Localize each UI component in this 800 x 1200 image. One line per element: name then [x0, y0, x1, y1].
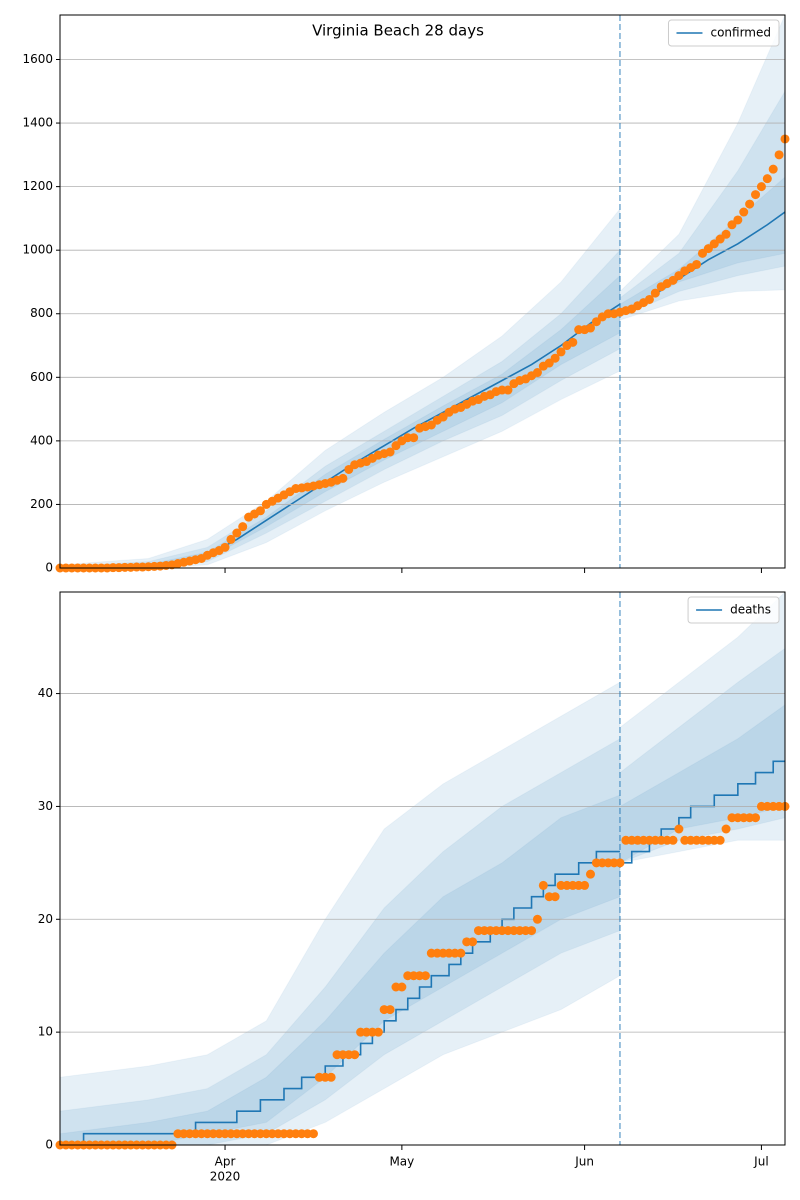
observed-point — [674, 824, 684, 834]
observed-point — [721, 824, 731, 834]
y-tick-label: 600 — [30, 370, 53, 384]
observed-point — [751, 813, 761, 823]
y-tick-label: 20 — [38, 912, 53, 926]
x-tick-label: May — [389, 1155, 414, 1169]
legend: deaths — [687, 596, 780, 624]
y-tick-label: 1400 — [22, 116, 53, 130]
observed-point — [308, 1129, 318, 1139]
observed-point — [751, 190, 761, 200]
model-line — [60, 760, 785, 1145]
forecast-band — [60, 15, 785, 568]
observed-point — [715, 835, 725, 845]
observed-point — [650, 288, 660, 298]
observed-point — [580, 880, 590, 890]
observed-point — [350, 1050, 360, 1060]
observed-point — [238, 522, 248, 532]
observed-point — [373, 1027, 383, 1037]
observed-point — [532, 368, 542, 378]
observed-point — [550, 892, 560, 902]
x-tick-label: Jul — [753, 1155, 768, 1169]
observed-point — [456, 948, 466, 958]
y-tick-label: 800 — [30, 306, 53, 320]
legend-box — [687, 596, 780, 624]
observed-point — [226, 534, 236, 544]
observed-point — [615, 858, 625, 868]
chart-title: Virginia Beach 28 days — [312, 22, 484, 40]
observed-point — [762, 174, 772, 184]
observed-point — [644, 294, 654, 304]
observed-point — [721, 229, 731, 239]
forecast-band — [60, 176, 785, 568]
observed-point — [568, 337, 578, 347]
observed-point — [338, 473, 348, 483]
plot-area — [60, 592, 785, 1145]
y-tick-label: 400 — [30, 433, 53, 447]
observed-point — [739, 207, 749, 217]
observed-point — [409, 433, 419, 443]
observed-point — [326, 1072, 336, 1082]
observed-point — [585, 323, 595, 333]
forecast-band — [60, 704, 785, 1145]
legend-label: deaths — [730, 603, 771, 617]
observed-point — [385, 447, 395, 457]
observed-point — [733, 215, 743, 225]
axes-frame — [59, 14, 786, 569]
observed-point — [255, 506, 265, 516]
forecast-band — [60, 647, 785, 1145]
legend-box — [667, 19, 780, 47]
observed-point — [768, 164, 778, 174]
observed-point — [556, 347, 566, 357]
observed-point — [585, 869, 595, 879]
y-tick-label: 1600 — [22, 52, 53, 66]
x-tick-label: Jun — [574, 1155, 594, 1169]
observed-point — [668, 835, 678, 845]
y-tick-label: 40 — [38, 686, 53, 700]
legend-label: confirmed — [710, 26, 771, 40]
y-tick-label: 200 — [30, 497, 53, 511]
observed-point — [468, 937, 478, 947]
observed-point — [527, 926, 537, 936]
legend: confirmed — [667, 19, 780, 47]
x-year-label: 2020 — [210, 1170, 241, 1184]
observed-point — [503, 385, 513, 395]
observed-point — [692, 259, 702, 269]
axes-frame — [59, 591, 786, 1146]
y-tick-label: 0 — [45, 561, 53, 575]
x-tick-label: Apr — [215, 1155, 236, 1169]
observed-point — [420, 971, 430, 981]
y-tick-label: 10 — [38, 1025, 53, 1039]
observed-point — [532, 914, 542, 924]
observed-point — [397, 982, 407, 992]
y-tick-label: 1200 — [22, 179, 53, 193]
plot-area — [60, 15, 785, 568]
forecast-band — [60, 90, 785, 568]
y-tick-label: 1000 — [22, 243, 53, 257]
y-tick-label: 0 — [45, 1138, 53, 1152]
observed-point — [385, 1005, 395, 1015]
observed-point — [745, 199, 755, 209]
observed-point — [220, 542, 230, 552]
observed-point — [232, 528, 242, 538]
observed-point — [774, 150, 784, 160]
observed-point — [538, 880, 548, 890]
y-tick-label: 30 — [38, 799, 53, 813]
observed-point — [550, 353, 560, 363]
observed-point — [756, 182, 766, 192]
